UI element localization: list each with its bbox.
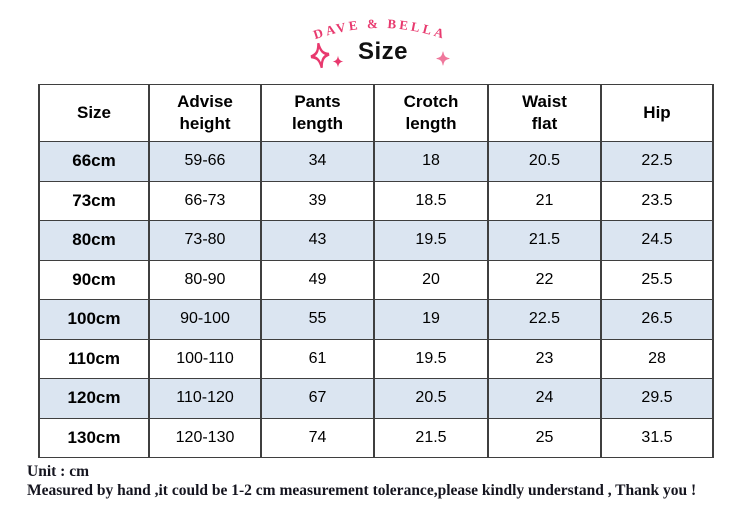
size-table: Size Advise height Pants length Crotch l… — [38, 84, 714, 458]
column-header-label: Size — [76, 102, 112, 122]
measure-cell: 73-80 — [148, 220, 262, 261]
measure-cell: 21 — [487, 180, 602, 221]
measure-cell: 22.5 — [487, 299, 602, 340]
brand-arc-logo: DAVE & BELLA — [311, 16, 445, 42]
measure-cell: 18 — [373, 141, 489, 182]
column-header-size: Size — [38, 84, 150, 142]
column-header-hip: Hip — [600, 84, 714, 142]
measure-cell: 90-100 — [148, 299, 262, 340]
table-row: 130cm 120-130 74 21.5 25 31.5 — [38, 417, 714, 458]
brand-header: DAVE & BELLA Size — [0, 0, 750, 84]
sparkle-right-icon — [436, 51, 450, 66]
measure-cell: 39 — [260, 180, 375, 221]
size-cell: 120cm — [38, 378, 150, 419]
table-row: 120cm 110-120 67 20.5 24 29.5 — [38, 378, 714, 419]
column-header-crotch-length: Crotch length — [373, 84, 489, 142]
measure-cell: 29.5 — [600, 378, 714, 419]
column-header-label: Pants length — [292, 91, 343, 133]
measure-cell: 110-120 — [148, 378, 262, 419]
measure-cell: 26.5 — [600, 299, 714, 340]
table-row: 73cm 66-73 39 18.5 21 23.5 — [38, 180, 714, 221]
measure-cell: 19 — [373, 299, 489, 340]
measure-cell: 74 — [260, 417, 375, 458]
measure-cell: 28 — [600, 338, 714, 379]
measure-cell: 100-110 — [148, 338, 262, 379]
table-row: 66cm 59-66 34 18 20.5 22.5 — [38, 141, 714, 182]
sparkle-small-icon — [332, 55, 344, 68]
unit-note: Unit : cm — [27, 463, 89, 480]
footer-notes: Unit : cm Measured by hand ,it could be … — [27, 462, 750, 500]
measure-cell: 67 — [260, 378, 375, 419]
size-cell: 130cm — [38, 417, 150, 458]
measure-cell: 24 — [487, 378, 602, 419]
column-header-label: Crotch length — [403, 91, 459, 133]
measure-cell: 49 — [260, 259, 375, 300]
measure-cell: 22 — [487, 259, 602, 300]
size-table-header: Size Advise height Pants length Crotch l… — [38, 84, 714, 142]
measure-cell: 43 — [260, 220, 375, 261]
page-title: Size — [358, 38, 409, 65]
measure-cell: 23.5 — [600, 180, 714, 221]
size-cell: 110cm — [38, 338, 150, 379]
measure-cell: 24.5 — [600, 220, 714, 261]
table-row: 100cm 90-100 55 19 22.5 26.5 — [38, 299, 714, 340]
column-header-label: Waist flat — [522, 91, 567, 133]
measure-cell: 19.5 — [373, 220, 489, 261]
table-row: 110cm 100-110 61 19.5 23 28 — [38, 338, 714, 379]
measure-cell: 31.5 — [600, 417, 714, 458]
measure-cell: 55 — [260, 299, 375, 340]
measure-cell: 25 — [487, 417, 602, 458]
measure-cell: 25.5 — [600, 259, 714, 300]
column-header-label: Advise height — [177, 91, 233, 133]
measure-cell: 20.5 — [487, 141, 602, 182]
measure-cell: 120-130 — [148, 417, 262, 458]
measure-cell: 20.5 — [373, 378, 489, 419]
size-cell: 90cm — [38, 259, 150, 300]
measure-cell: 23 — [487, 338, 602, 379]
size-cell: 80cm — [38, 220, 150, 261]
sparkle-large-icon — [310, 42, 330, 69]
column-header-label: Hip — [643, 102, 671, 122]
table-row: 90cm 80-90 49 20 22 25.5 — [38, 259, 714, 300]
measure-cell: 19.5 — [373, 338, 489, 379]
size-cell: 73cm — [38, 180, 150, 221]
measure-cell: 34 — [260, 141, 375, 182]
size-cell: 100cm — [38, 299, 150, 340]
measure-cell: 59-66 — [148, 141, 262, 182]
measure-cell: 66-73 — [148, 180, 262, 221]
measure-cell: 61 — [260, 338, 375, 379]
size-table-body: 66cm 59-66 34 18 20.5 22.5 73cm 66-73 39 18.5 21 23… — [38, 141, 714, 458]
measure-cell: 80-90 — [148, 259, 262, 300]
column-header-advise-height: Advise height — [148, 84, 262, 142]
measure-cell: 18.5 — [373, 180, 489, 221]
measure-cell: 21.5 — [487, 220, 602, 261]
header-row: Size Advise height Pants length Crotch l… — [38, 84, 714, 142]
measure-cell: 20 — [373, 259, 489, 300]
measure-cell: 22.5 — [600, 141, 714, 182]
column-header-pants-length: Pants length — [260, 84, 375, 142]
size-cell: 66cm — [38, 141, 150, 182]
measure-cell: 21.5 — [373, 417, 489, 458]
column-header-waist-flat: Waist flat — [487, 84, 602, 142]
table-row: 80cm 73-80 43 19.5 21.5 24.5 — [38, 220, 714, 261]
tolerance-note: Measured by hand ,it could be 1-2 cm mea… — [27, 482, 697, 499]
